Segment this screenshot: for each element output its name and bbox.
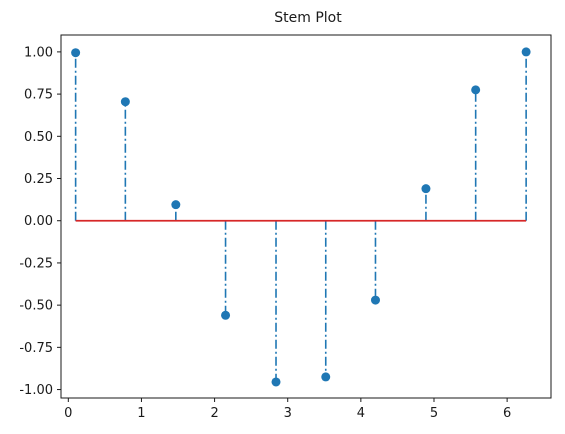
y-tick-label: 0.00 xyxy=(24,214,53,229)
y-tick-label: -1.00 xyxy=(19,383,53,398)
stem-marker xyxy=(221,310,231,320)
stem-marker xyxy=(370,295,380,305)
stem-markers xyxy=(71,47,531,387)
x-tick-label: 6 xyxy=(503,406,511,421)
chart-title: Stem Plot xyxy=(274,10,342,26)
y-tick-label: 0.25 xyxy=(24,172,53,187)
stem-marker xyxy=(421,184,431,194)
y-tick-label: -0.50 xyxy=(19,299,53,314)
stem-marker xyxy=(120,97,130,107)
stem-marker xyxy=(471,85,481,95)
plot-frame xyxy=(60,34,552,399)
y-tick-label: -0.25 xyxy=(19,256,53,271)
x-tick-label: 1 xyxy=(137,406,145,421)
x-tick-label: 2 xyxy=(210,406,218,421)
stem-marker xyxy=(271,377,281,387)
y-tick-label: 0.50 xyxy=(24,130,53,145)
stem-lines xyxy=(74,51,527,382)
x-tick-label: 3 xyxy=(284,406,292,421)
stem-marker xyxy=(71,48,81,58)
y-tick-label: 0.75 xyxy=(24,88,53,103)
stem-marker xyxy=(171,200,181,210)
stem-marker xyxy=(321,372,331,382)
stem-marker xyxy=(521,47,531,57)
x-tick-label: 0 xyxy=(64,406,72,421)
y-tick-label: 1.00 xyxy=(24,45,53,60)
x-axis-ticks: 0 1 2 3 4 5 6 xyxy=(64,398,511,421)
y-axis-ticks: 1.00 0.75 0.50 0.25 0.00 -0.25 -0.50 -0.75 -1.00 xyxy=(19,45,61,398)
y-tick-label: -0.75 xyxy=(19,341,53,356)
x-tick-label: 5 xyxy=(430,406,438,421)
x-tick-label: 4 xyxy=(357,406,365,421)
